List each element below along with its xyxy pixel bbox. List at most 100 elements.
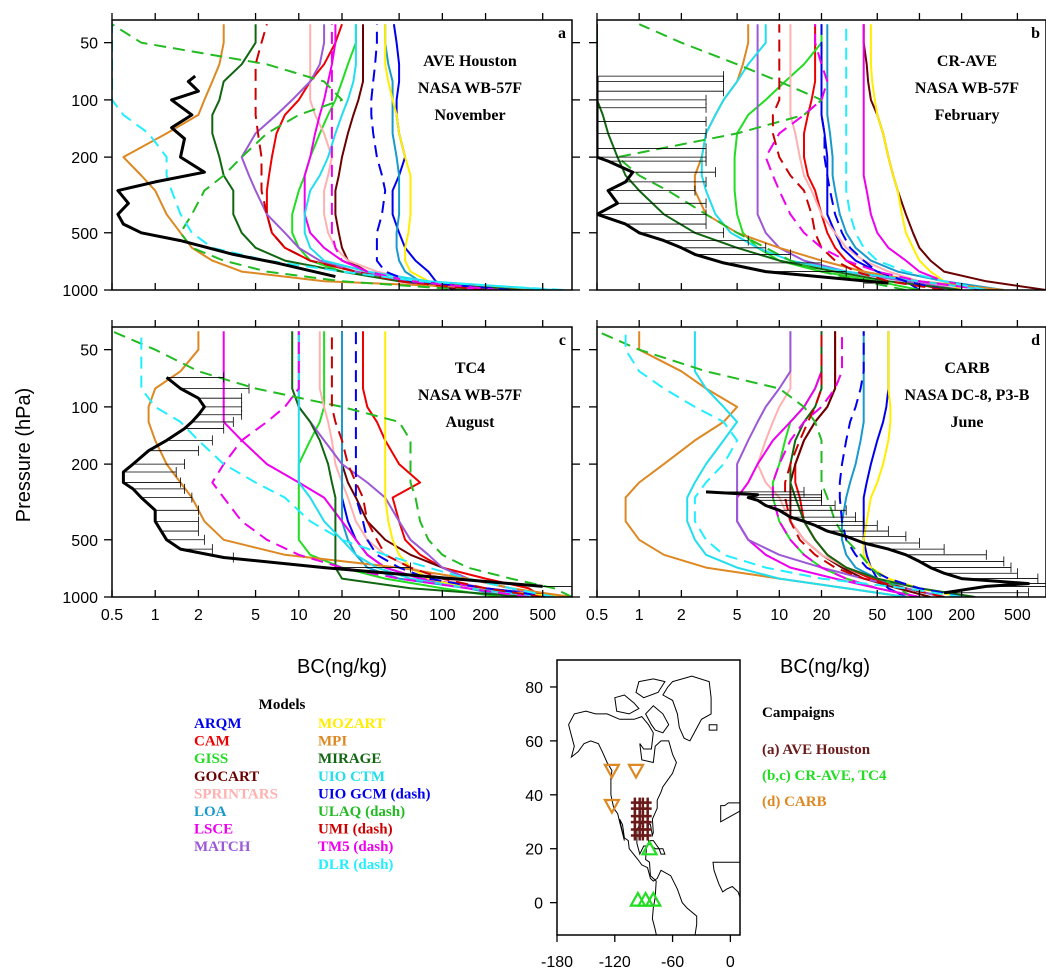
series-gocart-a — [334, 24, 468, 290]
x-axis-label-left: BC(ng/kg) — [297, 656, 387, 678]
map-landmass-0 — [568, 710, 698, 935]
x-tick-label-d: 0.5 — [586, 607, 608, 624]
x-tick-label-d: 5 — [733, 607, 742, 624]
campaign-label-1: (b,c) CR-AVE, TC4 — [762, 768, 887, 784]
legend-item-mozart: MOZART — [318, 716, 385, 732]
panel-b: b CR-AVE NASA WB-57F February — [589, 13, 1046, 291]
map-y-tick-label: 20 — [525, 842, 543, 859]
legend-item-uio-gcm-dash-: UIO GCM (dash) — [318, 786, 431, 802]
map-frame — [556, 659, 741, 936]
panel-c: 0.5 1 2 5 10 20 50 100 200 500 50 100 200 500 1000 c TC4… — [62, 320, 580, 624]
series-umi-c — [330, 331, 543, 597]
campaigns-title: Campaigns — [762, 705, 835, 721]
obs-profile-b — [597, 76, 889, 285]
legend-title: Models — [259, 697, 306, 713]
panel-plot-a — [112, 23, 564, 290]
x-tick-label-d: 100 — [906, 607, 933, 624]
series-dlr-a — [112, 24, 564, 290]
x-tick-label-d: 1 — [635, 607, 644, 624]
panel-annotation-b-0: CR-AVE — [937, 53, 997, 70]
campaign-marker-carb — [603, 798, 621, 815]
series-match-a — [240, 24, 511, 290]
panel-annotation-c-2: August — [446, 414, 496, 431]
series-gocart-c — [341, 331, 555, 597]
legend-item-mpi: MPI — [318, 734, 347, 750]
panel-annotation-a-1: NASA WB-57F — [418, 80, 522, 97]
series-tm5-c — [211, 331, 529, 597]
series-ulaq-a — [112, 23, 468, 290]
series-tm5-a — [330, 24, 500, 290]
map-y-tick-label: 0 — [534, 896, 543, 913]
map-landmass-2 — [644, 705, 670, 734]
panel-annotation-a-2: November — [434, 107, 505, 124]
series-umi-b — [771, 24, 945, 290]
panel-letter-d: d — [1031, 332, 1040, 349]
x-tick-label-c: 0.5 — [101, 607, 123, 624]
series-mpi-a — [122, 24, 543, 290]
x-tick-label-d: 50 — [868, 607, 886, 624]
series-sprintars-a — [309, 24, 521, 290]
obs-profile-d — [705, 490, 1030, 595]
map-landmass-9 — [720, 802, 740, 823]
series-match-b — [756, 24, 962, 290]
x-tick-label-c: 50 — [390, 607, 408, 624]
y-axis-label: Pressure (hPa) — [13, 388, 35, 523]
legend-item-uio-ctm: UIO CTM — [318, 769, 385, 785]
y-tick-label-a: 1000 — [62, 283, 98, 300]
y-tick-label-c: 1000 — [62, 590, 98, 607]
legend-item-lsce: LSCE — [194, 822, 233, 838]
map-landmass-8 — [712, 861, 740, 898]
x-tick-label-c: 10 — [290, 607, 308, 624]
panel-letter-c: c — [559, 332, 566, 349]
legend-item-giss: GISS — [194, 751, 228, 767]
series-uio-gcm-d — [838, 331, 962, 597]
map-landmass-1 — [662, 675, 712, 742]
series-sprintars-b — [789, 24, 962, 290]
series-ulaq-b — [616, 23, 907, 290]
campaign-marker-ave-houston — [635, 811, 652, 828]
panel-annotation-b-2: February — [935, 107, 1000, 124]
campaign-label-0: (a) AVE Houston — [762, 742, 871, 758]
panel-annotation-d-0: CARB — [944, 360, 990, 377]
x-tick-label-c: 2 — [194, 607, 203, 624]
legend-item-loa: LOA — [194, 804, 227, 820]
y-tick-label-c: 500 — [71, 533, 98, 550]
x-tick-label-c: 500 — [529, 607, 556, 624]
x-tick-label-c: 20 — [333, 607, 351, 624]
series-umi-a — [254, 23, 486, 290]
series-ulaq-c — [112, 330, 572, 597]
series-loa-a — [384, 24, 500, 290]
map-x-tick-label: -60 — [661, 954, 684, 969]
x-tick-label-d: 2 — [677, 607, 686, 624]
panel-letter-b: b — [1031, 25, 1040, 42]
series-mpi-d — [624, 331, 907, 597]
map-y-tick-label: 80 — [525, 680, 543, 697]
map-landmass-6 — [658, 848, 666, 855]
x-tick-label-c: 100 — [429, 607, 456, 624]
series-uio-gcm-b — [820, 24, 945, 290]
map-x-tick-label: -120 — [599, 954, 631, 969]
map-y-tick-label: 40 — [525, 788, 543, 805]
campaign-marker-cr-ave-tc4 — [640, 839, 659, 856]
map-y-tick-label: 60 — [525, 734, 543, 751]
y-tick-label-c: 100 — [71, 400, 98, 417]
campaign-marker-ave-houston — [635, 797, 652, 814]
series-mozart-a — [384, 24, 500, 290]
obs-profile-c — [121, 376, 543, 588]
x-tick-label-d: 200 — [948, 607, 975, 624]
campaign-marker-cr-ave-tc4 — [644, 890, 663, 907]
y-tick-label-a: 100 — [71, 93, 98, 110]
panel-annotation-d-2: June — [951, 414, 984, 431]
panel-annotation-c-0: TC4 — [455, 360, 485, 377]
axis-labels: Pressure (hPa) BC(ng/kg) BC(ng/kg) — [13, 388, 870, 678]
x-tick-label-c: 200 — [472, 607, 499, 624]
panel-a: 50 100 200 500 1000 a AVE Houston NASA WB-57F No… — [62, 13, 580, 300]
campaign-marker-ave-houston — [635, 824, 652, 841]
series-uio-ctm-d — [686, 331, 907, 597]
legend-item-sprintars: SPRINTARS — [194, 786, 278, 802]
map-landmass-3 — [614, 694, 640, 715]
series-arqm-d — [862, 331, 907, 597]
map-landmass-4 — [635, 678, 666, 699]
